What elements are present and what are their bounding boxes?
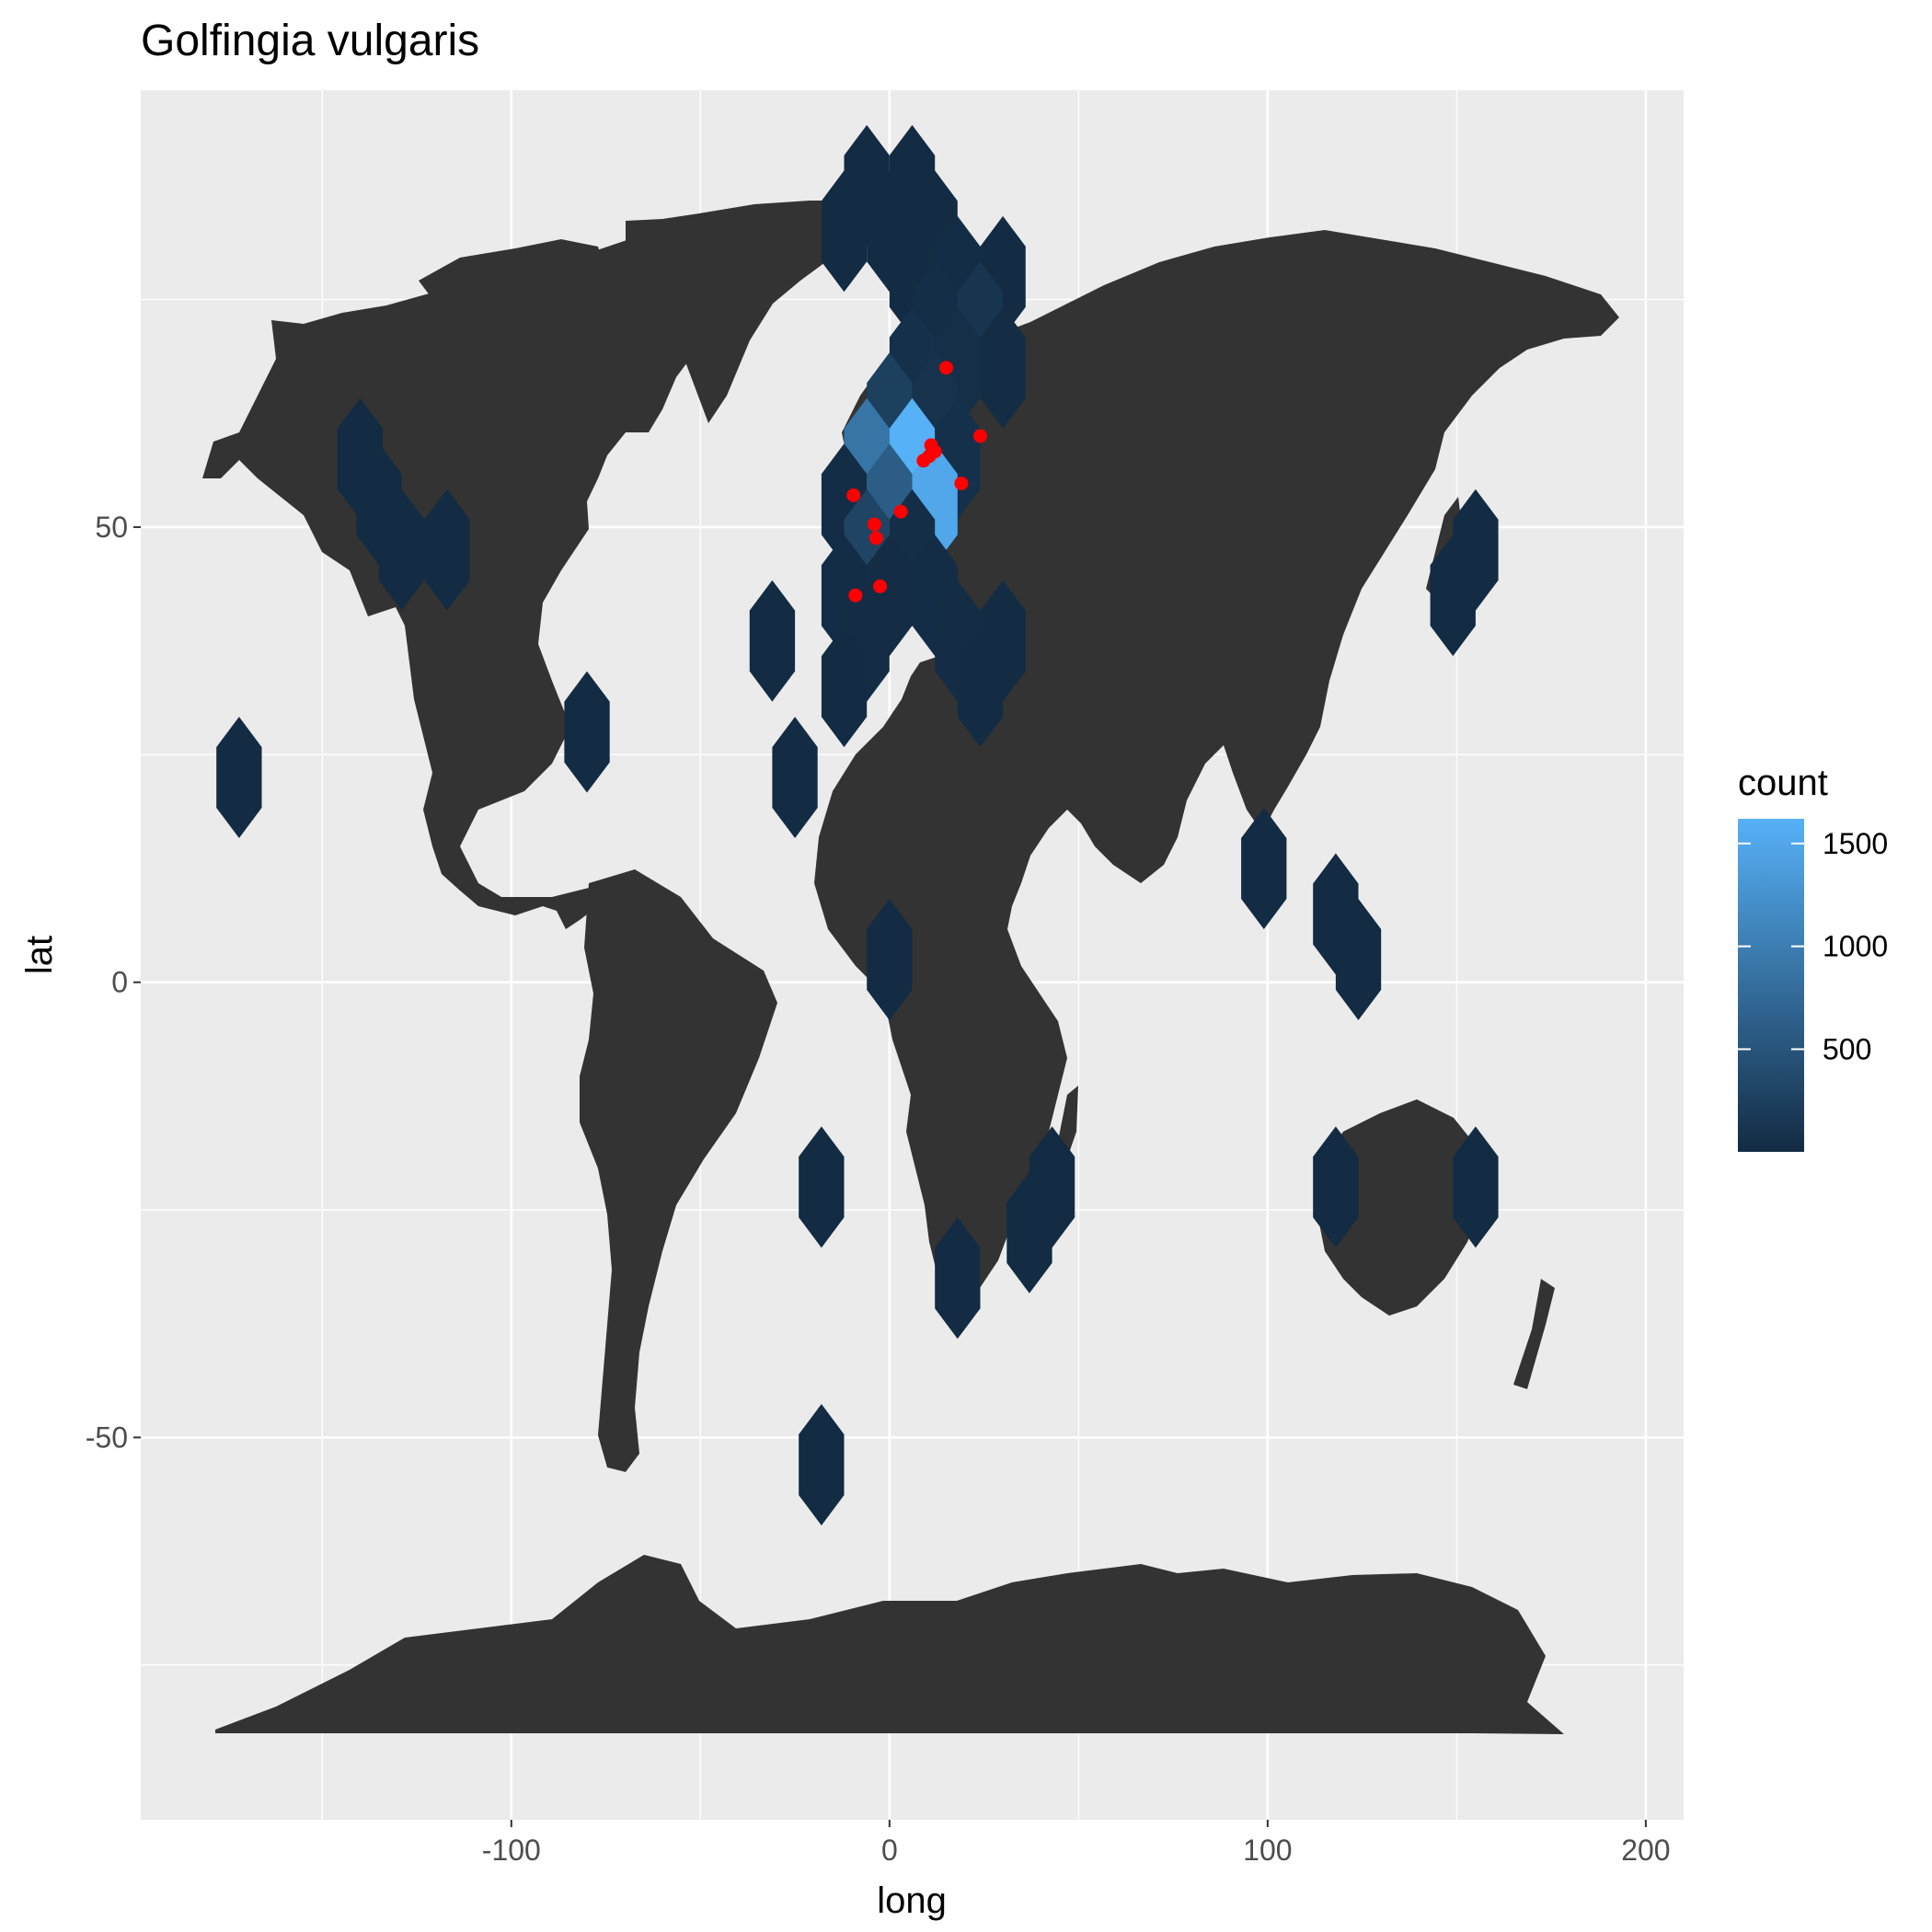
hexbin-cell: [564, 671, 610, 793]
land-arctic-islands: [419, 239, 607, 322]
hexbin-cell: [216, 717, 262, 838]
hexbin-cell: [749, 580, 796, 702]
land-antarctica: [215, 1555, 1564, 1734]
land-australia: [1317, 1099, 1490, 1316]
hexbin-cell: [799, 1404, 845, 1526]
x-tick-label: 100: [1243, 1834, 1292, 1867]
occurrence-point: [916, 454, 931, 468]
occurrence-point: [893, 504, 908, 519]
occurrence-point: [846, 488, 861, 502]
hexbin-cell: [424, 489, 470, 611]
x-axis: -100 0 100 200: [482, 1820, 1671, 1867]
y-axis-title: lat: [19, 936, 60, 974]
plot-panel: [141, 90, 1684, 1820]
hexbin-layer: [216, 124, 1499, 1526]
occurrence-point: [867, 517, 881, 532]
land-south-america: [580, 869, 777, 1472]
x-tick-label: 0: [881, 1834, 898, 1867]
land-new-zealand: [1513, 1279, 1555, 1389]
occurrence-point: [868, 531, 883, 546]
y-axis: -50 0 50: [86, 511, 141, 1454]
x-axis-title: long: [877, 1880, 947, 1921]
hexbin-cell: [980, 306, 1026, 429]
occurrence-point: [873, 579, 888, 593]
legend-tick-label: 1500: [1823, 827, 1888, 860]
hexbin-cell: [935, 1217, 981, 1340]
y-tick-label: -50: [86, 1420, 128, 1454]
hexbin-cell: [957, 626, 1004, 748]
legend-title: count: [1738, 763, 1828, 803]
hexbin-cell: [1335, 899, 1382, 1020]
hexbin-cell: [1430, 535, 1476, 657]
hexbin-cell: [1313, 1126, 1359, 1248]
occurrence-point: [848, 588, 863, 603]
occurrence-point: [972, 429, 987, 443]
hexbin-cell: [821, 626, 868, 748]
legend-tick-label: 1000: [1823, 930, 1888, 963]
hexbin-cell: [1006, 1171, 1052, 1294]
x-tick-label: 200: [1621, 1834, 1670, 1867]
x-tick-label: -100: [482, 1834, 541, 1867]
hexbin-cell: [799, 1126, 845, 1248]
land-eurasia-africa: [814, 230, 1619, 1297]
legend: count 500 1000 1500: [1738, 763, 1888, 1152]
y-tick-label: 0: [111, 966, 128, 999]
legend-tick-label: 500: [1823, 1032, 1871, 1065]
hexbin-cell: [1453, 1126, 1499, 1248]
hexbin-cell: [378, 489, 425, 611]
occurrence-points-layer: [846, 361, 987, 603]
chart-title: Golfingia vulgaris: [141, 17, 479, 65]
occurrence-point: [938, 361, 953, 375]
legend-colorbar: [1738, 819, 1804, 1152]
occurrence-point: [954, 476, 969, 490]
hexbin-cell: [821, 170, 868, 293]
y-tick-label: 50: [95, 511, 128, 544]
hexbin-cell: [867, 899, 913, 1020]
land-greenland: [626, 201, 860, 423]
hexbin-cell: [772, 717, 818, 838]
legend-ticks: 500 1000 1500: [1738, 827, 1888, 1065]
hexbin-cell: [1241, 808, 1287, 929]
